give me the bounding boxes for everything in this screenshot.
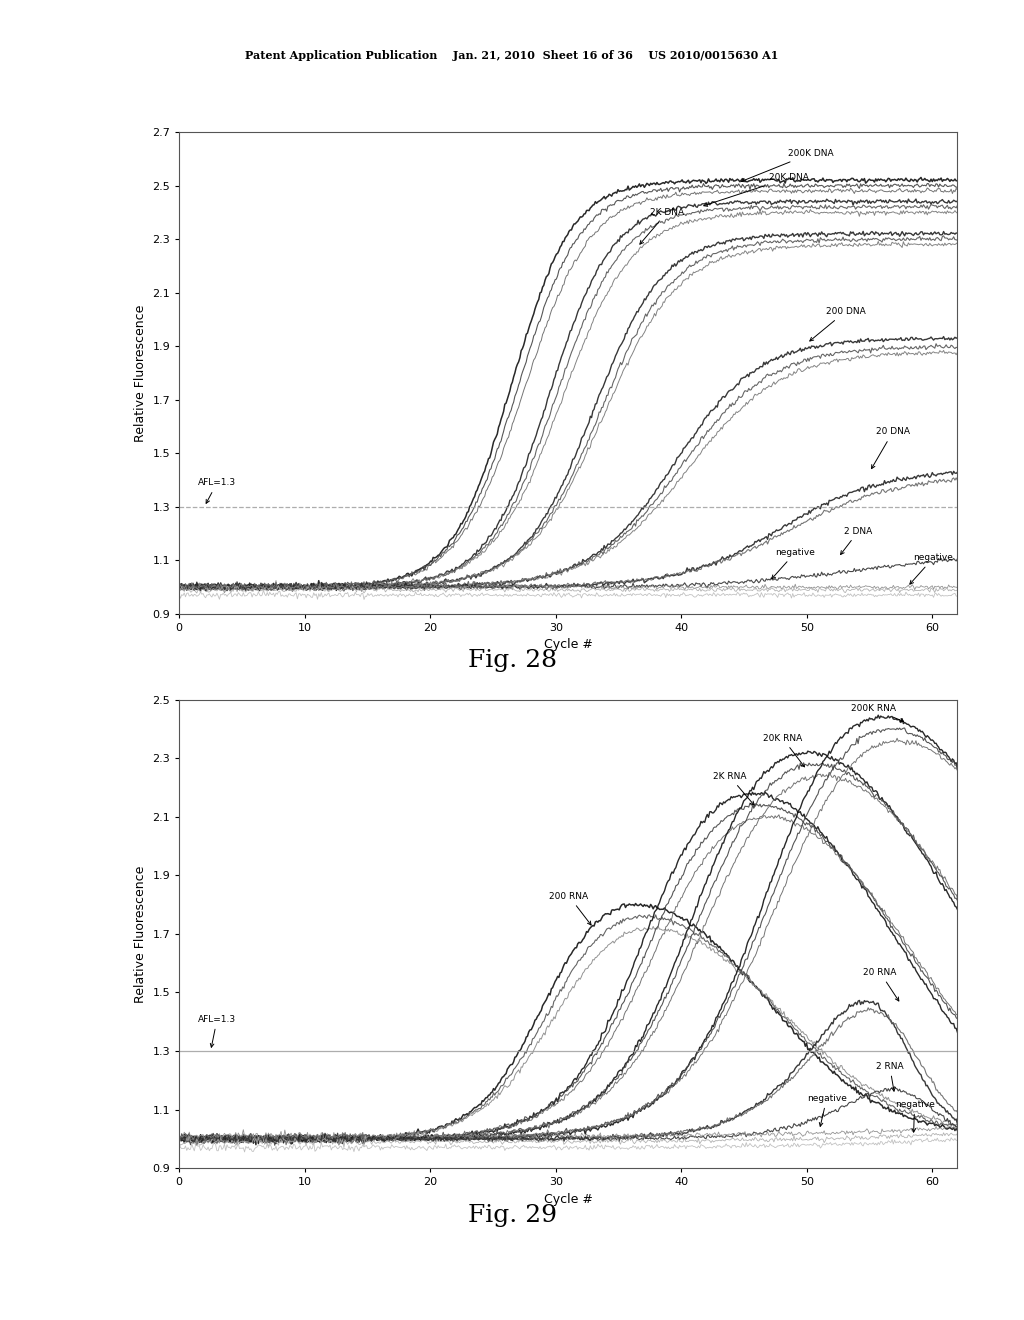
X-axis label: Cycle #: Cycle # <box>544 1193 593 1205</box>
Text: 2 DNA: 2 DNA <box>841 527 872 554</box>
Text: negative: negative <box>909 553 953 585</box>
X-axis label: Cycle #: Cycle # <box>544 639 593 651</box>
Text: negative: negative <box>772 548 815 578</box>
Text: 2K DNA: 2K DNA <box>640 209 684 244</box>
Y-axis label: Relative Fluorescence: Relative Fluorescence <box>134 865 146 1003</box>
Text: AFL=1.3: AFL=1.3 <box>198 1015 237 1047</box>
Text: AFL=1.3: AFL=1.3 <box>198 478 237 503</box>
Y-axis label: Relative Fluorescence: Relative Fluorescence <box>134 304 146 442</box>
Text: Fig. 28: Fig. 28 <box>468 649 556 672</box>
Text: 200K DNA: 200K DNA <box>741 149 834 182</box>
Text: 20K DNA: 20K DNA <box>703 173 809 206</box>
Text: 20K RNA: 20K RNA <box>763 734 805 767</box>
Text: Patent Application Publication    Jan. 21, 2010  Sheet 16 of 36    US 2010/00156: Patent Application Publication Jan. 21, … <box>246 50 778 61</box>
Text: 2K RNA: 2K RNA <box>713 772 754 805</box>
Text: negative: negative <box>807 1094 847 1126</box>
Text: 200 RNA: 200 RNA <box>550 892 591 925</box>
Text: 20 RNA: 20 RNA <box>863 968 899 1001</box>
Text: 2 RNA: 2 RNA <box>876 1061 903 1092</box>
Text: negative: negative <box>895 1100 935 1133</box>
Text: 200 DNA: 200 DNA <box>810 308 865 341</box>
Text: Fig. 29: Fig. 29 <box>468 1204 556 1226</box>
Text: 20 DNA: 20 DNA <box>871 428 910 469</box>
Text: 200K RNA: 200K RNA <box>851 705 903 722</box>
